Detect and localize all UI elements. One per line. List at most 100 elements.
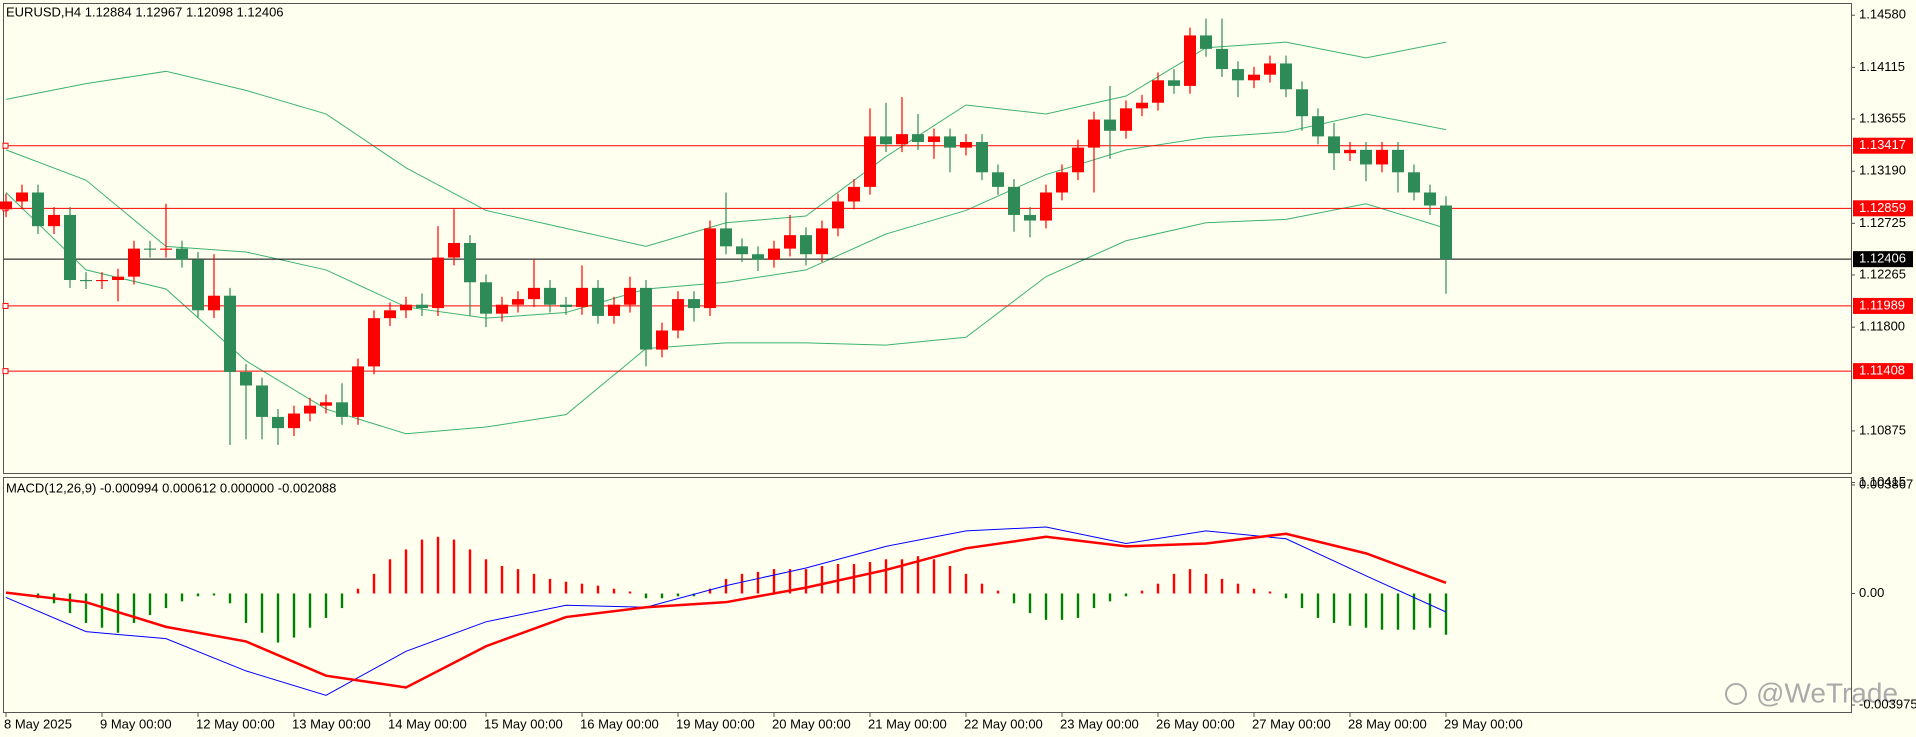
candle-body (96, 280, 108, 282)
candle-body (1152, 80, 1164, 103)
candle-body (832, 201, 844, 229)
x-tick-label: 28 May 00:00 (1348, 716, 1427, 731)
level-marker (2, 302, 9, 309)
level-marker (2, 368, 9, 375)
candle-body (1360, 149, 1372, 165)
bollinger-lower (5, 192, 1447, 435)
x-tick-label: 22 May 00:00 (964, 716, 1043, 731)
candle-body (272, 416, 284, 429)
candle-body (224, 295, 236, 373)
candle-body (720, 228, 732, 247)
candle-body (1248, 74, 1260, 81)
candle-body (496, 304, 508, 314)
candle-body (1072, 147, 1084, 173)
candle-body (112, 276, 124, 281)
candle-body (384, 310, 396, 319)
candle-body (736, 246, 748, 255)
price-pane-frame (3, 3, 1852, 474)
x-tick-label: 15 May 00:00 (484, 716, 563, 731)
candle-body (304, 405, 316, 414)
y-tick-label: 1.13655 (1859, 110, 1906, 125)
candle-body (1296, 89, 1308, 117)
y-tick-label: 1.12265 (1859, 266, 1906, 281)
candle-body (592, 287, 604, 316)
candle-body (800, 235, 812, 255)
candle-body (1200, 35, 1212, 49)
x-tick-label: 26 May 00:00 (1156, 716, 1235, 731)
level-label-box (1853, 297, 1913, 314)
x-tick-label: 9 May 00:00 (100, 716, 172, 731)
candle-body (176, 248, 188, 260)
y-tick-label: 1.14115 (1859, 59, 1905, 74)
candle-body (192, 259, 204, 311)
y-tick-label: -0.003975 (1859, 696, 1916, 711)
x-tick-label: 8 May 2025 (4, 716, 72, 731)
candle-body (656, 330, 668, 350)
candle-body (1280, 63, 1292, 90)
candle-body (1168, 80, 1180, 86)
candle-body (704, 228, 716, 309)
level-label-box (1853, 137, 1913, 154)
level-label: 1.11408 (1859, 363, 1905, 378)
candle-body (352, 366, 364, 417)
y-tick-label: 1.10875 (1859, 422, 1906, 437)
candle-body (64, 214, 76, 281)
x-tick-label: 23 May 00:00 (1060, 716, 1139, 731)
candle-body (256, 385, 268, 417)
candle-body (1184, 35, 1196, 86)
last-price-label: 1.12406 (1859, 251, 1906, 266)
level-label-box (1853, 363, 1913, 380)
x-tick-label: 12 May 00:00 (196, 716, 275, 731)
candle-body (288, 413, 300, 429)
level-label: 1.12859 (1859, 200, 1906, 215)
candle-body (320, 402, 332, 406)
candle-body (400, 304, 412, 311)
candle-body (816, 228, 828, 255)
candle-body (432, 257, 444, 309)
candle-body (1344, 149, 1356, 154)
y-tick-label: 1.13190 (1859, 163, 1906, 178)
candle-body (368, 318, 380, 367)
x-tick-label: 20 May 00:00 (772, 716, 851, 731)
x-tick-label: 27 May 00:00 (1252, 716, 1331, 731)
candle-body (1136, 102, 1148, 109)
candle-body (608, 304, 620, 316)
candle-body (416, 304, 428, 309)
candle-body (1040, 192, 1052, 221)
y-tick-label: 1.12725 (1859, 215, 1906, 230)
candle-body (16, 192, 28, 202)
macd-line (5, 532, 1447, 689)
watermark: @WeTrade (1756, 677, 1898, 708)
macd-pane-frame (3, 477, 1852, 713)
candle-body (336, 402, 348, 417)
candle-body (1312, 116, 1324, 137)
candle-body (880, 136, 892, 145)
candle-body (1088, 119, 1100, 148)
candle-body (864, 136, 876, 187)
x-tick-label: 14 May 00:00 (388, 716, 467, 731)
macd-line (5, 526, 1447, 696)
candle-body (160, 248, 172, 250)
candle-body (960, 142, 972, 148)
x-tick-label: 19 May 00:00 (676, 716, 755, 731)
candle-body (544, 287, 556, 305)
y-tick-label: 1.14580 (1859, 7, 1906, 22)
candle-body (1408, 172, 1420, 193)
candle-body (1440, 205, 1452, 260)
candle-body (1008, 186, 1020, 215)
candle-body (144, 248, 156, 250)
y-tick-label: 1.11800 (1859, 319, 1905, 334)
x-tick-label: 16 May 00:00 (580, 716, 659, 731)
level-label: 1.13417 (1859, 137, 1906, 152)
x-tick-label: 29 May 00:00 (1444, 716, 1523, 731)
candle-body (896, 134, 908, 145)
y-tick-label: 0.003867 (1859, 476, 1913, 491)
candle-body (240, 372, 252, 386)
candle-body (976, 142, 988, 173)
candle-body (1328, 136, 1340, 154)
candle-body (128, 248, 140, 277)
candle-body (928, 136, 940, 143)
candle-body (448, 242, 460, 258)
